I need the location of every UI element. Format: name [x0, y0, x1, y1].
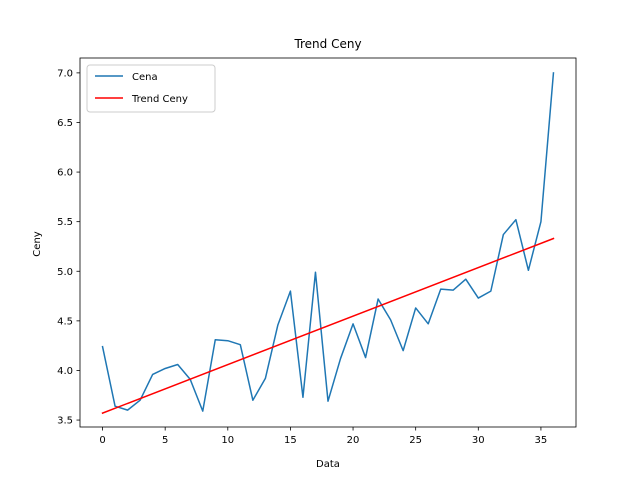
x-tick-label: 35	[535, 435, 548, 446]
plot-area: 0 5 10 15 20 25 30 35 3.5 4.0 4.5 5.0 5.5 6.0 6.5 7.0	[57, 57, 577, 446]
x-axis-label: Data	[316, 459, 340, 470]
x-tick-label: 15	[284, 435, 297, 446]
y-tick-label: 3.5	[57, 416, 73, 427]
x-tick-label: 30	[472, 435, 485, 446]
y-tick-label: 6.5	[57, 118, 73, 129]
legend: Cena Trend Ceny	[86, 64, 216, 113]
chart-title: Trend Ceny	[293, 37, 361, 51]
y-tick-label: 7.0	[57, 68, 73, 79]
y-tick-label: 5.0	[57, 267, 73, 278]
series-line-cena	[101, 72, 555, 412]
series-line-trend-ceny	[101, 237, 555, 415]
y-tick-label: 4.5	[57, 316, 73, 327]
axes-frame	[79, 57, 577, 428]
x-tick-label: 0	[99, 435, 105, 446]
y-tick-label: 5.5	[57, 217, 73, 228]
legend-label-trend-ceny: Trend Ceny	[131, 94, 188, 105]
x-tick-label: 5	[162, 435, 168, 446]
y-tick-label: 6.0	[57, 168, 73, 179]
x-tick-label: 20	[347, 435, 360, 446]
y-axis-label: Ceny	[32, 231, 43, 256]
x-tick-label: 10	[221, 435, 234, 446]
y-tick-label: 4.0	[57, 366, 73, 377]
x-tick-label: 25	[409, 435, 422, 446]
legend-label-cena: Cena	[132, 72, 158, 83]
